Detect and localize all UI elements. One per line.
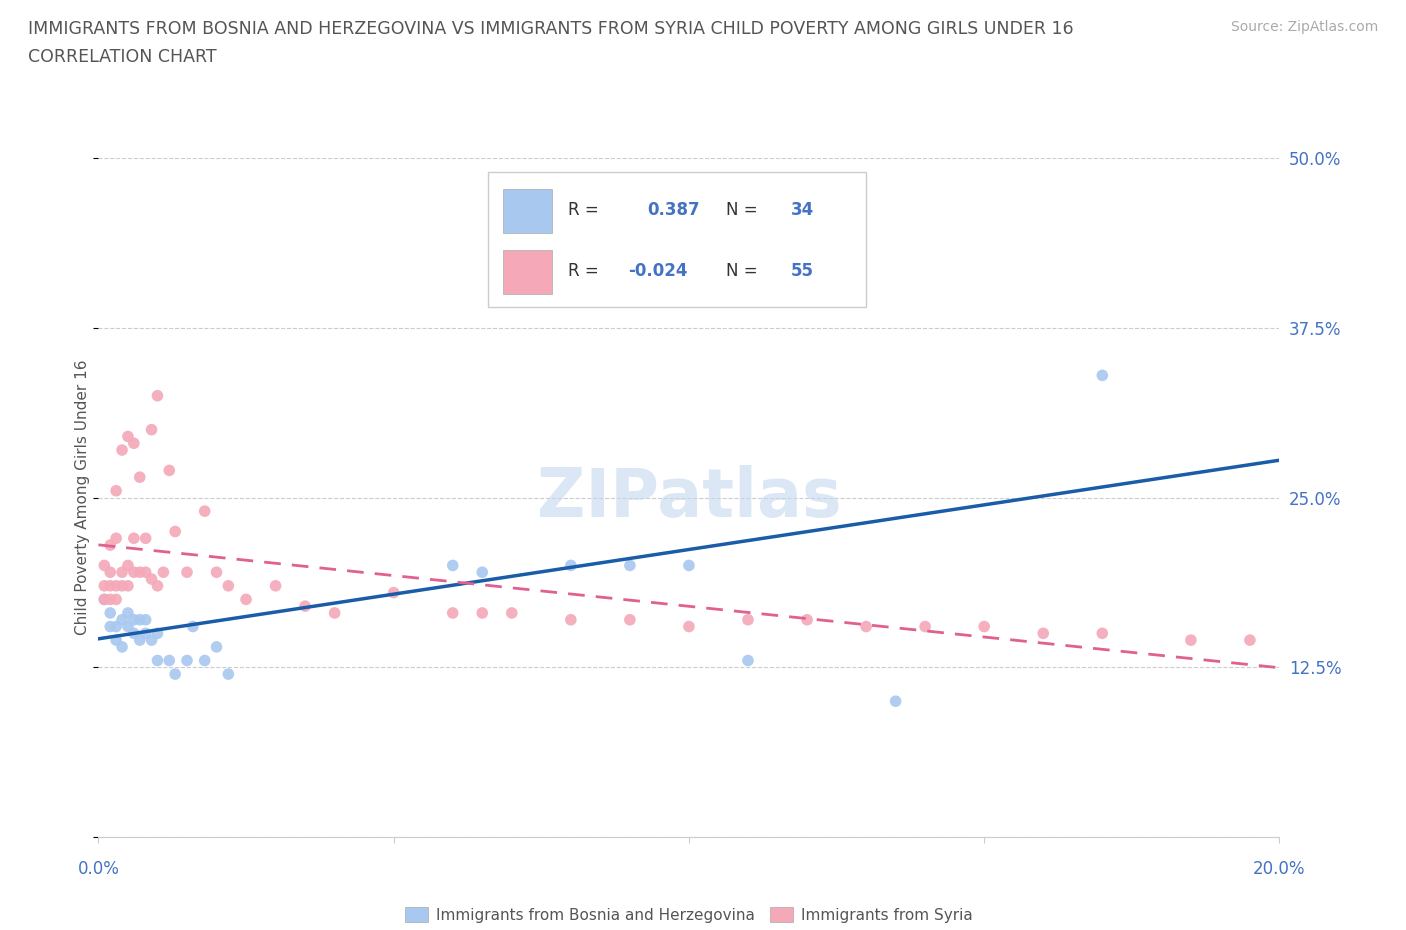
Point xyxy=(128,565,150,579)
Point xyxy=(152,565,174,579)
Point xyxy=(264,578,287,593)
Point xyxy=(98,565,121,579)
Point xyxy=(122,565,145,579)
Point xyxy=(146,389,169,404)
Point xyxy=(294,599,316,614)
Point xyxy=(128,470,150,485)
Point xyxy=(146,578,169,593)
Point xyxy=(1091,368,1114,383)
Text: 0.0%: 0.0% xyxy=(77,860,120,878)
Point xyxy=(323,605,346,620)
Point xyxy=(471,605,494,620)
Point xyxy=(122,436,145,451)
Point xyxy=(678,558,700,573)
Point xyxy=(1180,632,1202,647)
Point xyxy=(973,619,995,634)
Point xyxy=(135,626,157,641)
Legend: Immigrants from Bosnia and Herzegovina, Immigrants from Syria: Immigrants from Bosnia and Herzegovina, … xyxy=(398,899,980,930)
Point xyxy=(98,578,121,593)
Point xyxy=(105,632,128,647)
Point xyxy=(796,612,818,627)
Point xyxy=(98,605,121,620)
Point xyxy=(98,538,121,552)
Text: IMMIGRANTS FROM BOSNIA AND HERZEGOVINA VS IMMIGRANTS FROM SYRIA CHILD POVERTY AM: IMMIGRANTS FROM BOSNIA AND HERZEGOVINA V… xyxy=(28,20,1074,38)
Point xyxy=(441,605,464,620)
Point xyxy=(117,619,139,634)
Point xyxy=(122,626,145,641)
Point xyxy=(146,653,169,668)
Point xyxy=(111,612,134,627)
Point xyxy=(111,443,134,458)
Point xyxy=(93,578,115,593)
Text: ZIPatlas: ZIPatlas xyxy=(537,465,841,530)
Point xyxy=(122,612,145,627)
Point xyxy=(93,558,115,573)
Point xyxy=(98,592,121,607)
Point xyxy=(382,585,405,600)
Point xyxy=(105,484,128,498)
Point xyxy=(1239,632,1261,647)
Point xyxy=(117,578,139,593)
Point xyxy=(165,667,187,682)
Point xyxy=(176,653,198,668)
Point xyxy=(217,667,239,682)
Point xyxy=(93,592,115,607)
Point xyxy=(135,612,157,627)
Point xyxy=(128,612,150,627)
Point xyxy=(141,572,163,587)
Point xyxy=(501,605,523,620)
Point xyxy=(165,525,187,539)
Point xyxy=(135,565,157,579)
Point xyxy=(98,619,121,634)
Point xyxy=(128,632,150,647)
Point xyxy=(157,653,180,668)
Point xyxy=(737,612,759,627)
Point xyxy=(93,592,115,607)
Point xyxy=(441,558,464,573)
Point xyxy=(157,463,180,478)
Point xyxy=(194,504,217,519)
Point xyxy=(117,605,139,620)
Point xyxy=(105,619,128,634)
Point xyxy=(884,694,907,709)
Point xyxy=(205,640,228,655)
Point xyxy=(141,632,163,647)
Point xyxy=(737,653,759,668)
Point xyxy=(141,422,163,437)
Point xyxy=(122,531,145,546)
Point xyxy=(560,558,582,573)
Point xyxy=(560,612,582,627)
Point xyxy=(105,531,128,546)
Point xyxy=(111,578,134,593)
Point xyxy=(117,558,139,573)
Point xyxy=(176,565,198,579)
Point xyxy=(146,626,169,641)
Point xyxy=(235,592,257,607)
Point xyxy=(105,592,128,607)
Text: Source: ZipAtlas.com: Source: ZipAtlas.com xyxy=(1230,20,1378,34)
Point xyxy=(512,246,534,260)
Point xyxy=(1091,626,1114,641)
Point xyxy=(217,578,239,593)
Point xyxy=(181,619,204,634)
Point xyxy=(1032,626,1054,641)
Point xyxy=(105,578,128,593)
Point xyxy=(135,531,157,546)
Point xyxy=(914,619,936,634)
Point xyxy=(471,565,494,579)
Point xyxy=(855,619,877,634)
Point xyxy=(117,429,139,444)
Point xyxy=(678,619,700,634)
Point xyxy=(619,558,641,573)
Point xyxy=(194,653,217,668)
Point xyxy=(111,565,134,579)
Point xyxy=(111,640,134,655)
Point xyxy=(205,565,228,579)
Text: 20.0%: 20.0% xyxy=(1253,860,1306,878)
Text: CORRELATION CHART: CORRELATION CHART xyxy=(28,48,217,66)
Y-axis label: Child Poverty Among Girls Under 16: Child Poverty Among Girls Under 16 xyxy=(75,360,90,635)
Point xyxy=(619,612,641,627)
